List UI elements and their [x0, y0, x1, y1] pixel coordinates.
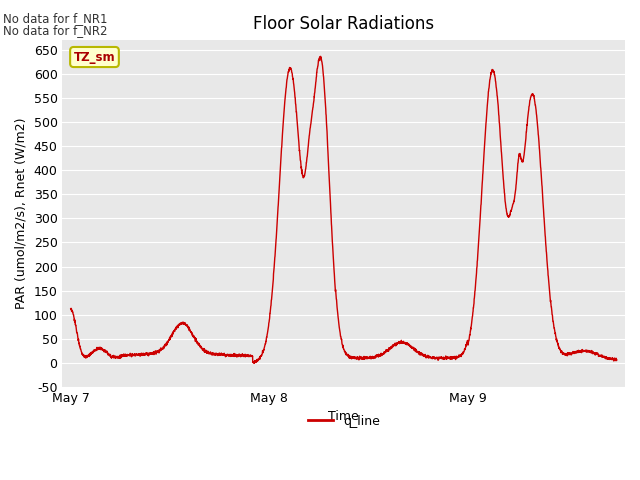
Y-axis label: PAR (umol/m2/s), Rnet (W/m2): PAR (umol/m2/s), Rnet (W/m2)	[15, 118, 28, 309]
Text: TZ_sm: TZ_sm	[74, 50, 115, 63]
X-axis label: Time: Time	[328, 410, 359, 423]
Legend: q_line: q_line	[303, 410, 385, 433]
Title: Floor Solar Radiations: Floor Solar Radiations	[253, 15, 435, 33]
Text: No data for f_NR1: No data for f_NR1	[3, 12, 108, 25]
Text: No data for f_NR2: No data for f_NR2	[3, 24, 108, 37]
